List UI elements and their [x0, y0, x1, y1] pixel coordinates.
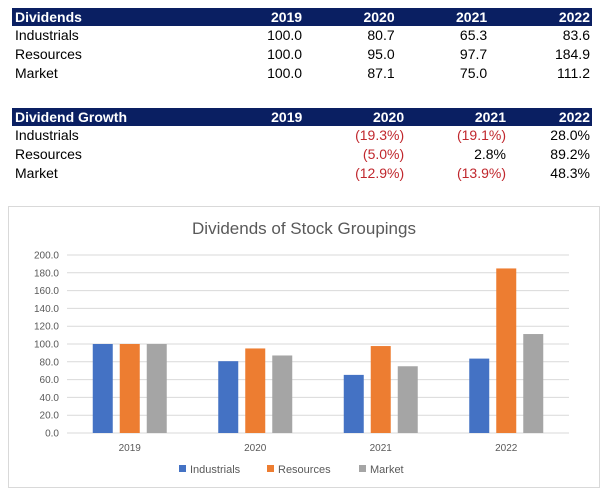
chart-svg: Dividends of Stock Groupings 0.0 20.0 40.0 6…	[34, 219, 569, 476]
table-cell: 97.7	[459, 46, 488, 62]
y-tick-label: 160.0	[34, 286, 59, 297]
bar-industrials	[92, 344, 113, 433]
table-cell: (13.9%)	[456, 165, 506, 181]
table-cell: 100.0	[267, 27, 303, 43]
table-row: Industrials 100.0 80.7 65.3 83.6	[12, 26, 592, 45]
dividends-chart: Dividends of Stock Groupings 0.0 20.0 40.0 6…	[8, 206, 600, 488]
header-cell: 2019	[236, 108, 305, 126]
header-cell: 2020	[304, 108, 407, 126]
table-cell: 100.0	[267, 46, 303, 62]
table-cell: (12.9%)	[355, 165, 405, 181]
row-label: Resources	[15, 46, 82, 62]
row-label: Industrials	[15, 27, 79, 43]
row-label: Market	[15, 65, 58, 81]
legend-label: Market	[370, 464, 404, 476]
table-cell	[237, 164, 305, 183]
y-tick-label: 60.0	[40, 375, 60, 386]
y-tick-label: 20.0	[40, 411, 60, 422]
legend-label: Resources	[278, 464, 331, 476]
table-row: Industrials (19.3%) (19.1%) 28.0%	[12, 126, 592, 145]
y-tick-label: 40.0	[40, 393, 60, 404]
y-tick-label: 140.0	[34, 304, 59, 315]
header-cell: 2022	[508, 108, 592, 126]
table-row: Market 100.0 87.1 75.0 111.2	[12, 64, 592, 83]
growth-header-row: Dividend Growth 2019 2020 2021 2022	[12, 108, 592, 126]
table-row: Market (12.9%) (13.9%) 48.3%	[12, 164, 592, 183]
table-row: Resources 100.0 95.0 97.7 184.9	[12, 45, 592, 64]
header-cell: Dividends	[12, 8, 202, 26]
legend-swatch	[267, 465, 274, 472]
table-cell	[237, 126, 305, 145]
y-tick-label: 180.0	[34, 268, 59, 279]
x-tick-label: 2022	[495, 443, 518, 454]
chart-title: Dividends of Stock Groupings	[192, 219, 416, 238]
row-label: Resources	[15, 146, 82, 162]
table-cell: 89.2%	[550, 146, 590, 162]
table-cell: 83.6	[562, 27, 590, 43]
bar-industrials	[469, 358, 490, 433]
dividend-growth-table: Dividend Growth 2019 2020 2021 2022 Indu…	[12, 108, 592, 183]
x-tick-label: 2019	[119, 443, 142, 454]
table-row: Resources (5.0%) 2.8% 89.2%	[12, 145, 592, 164]
table-cell: 111.2	[557, 65, 590, 81]
row-label: Industrials	[15, 127, 79, 143]
bar-market	[146, 344, 167, 433]
y-tick-label: 100.0	[34, 340, 59, 351]
x-tick-label: 2021	[370, 443, 393, 454]
bar-resources	[370, 346, 391, 433]
table-cell: 184.9	[554, 46, 590, 62]
table-cell: 28.0%	[550, 127, 590, 143]
bar-resources	[496, 268, 517, 433]
table-cell: 100.0	[267, 65, 303, 81]
bar-market	[272, 355, 293, 433]
legend-swatch	[359, 465, 366, 472]
bar-resources	[119, 344, 140, 433]
table-cell: 65.3	[459, 27, 488, 43]
x-tick-label: 2020	[244, 443, 267, 454]
table-cell: 80.7	[367, 27, 395, 43]
header-cell: 2021	[396, 8, 490, 26]
table-cell: (19.1%)	[456, 127, 506, 143]
table-cell: 87.1	[367, 65, 395, 81]
bar-industrials	[343, 374, 364, 433]
header-cell: 2022	[489, 8, 592, 26]
table-cell: (19.3%)	[355, 127, 405, 143]
row-label: Market	[15, 165, 58, 181]
header-cell: Dividend Growth	[12, 108, 237, 126]
table-cell: (5.0%)	[362, 146, 405, 162]
header-cell: 2021	[406, 108, 508, 126]
y-tick-label: 0.0	[45, 429, 59, 440]
bar-industrials	[218, 361, 239, 433]
dividends-header-row: Dividends 2019 2020 2021 2022	[12, 8, 592, 26]
y-tick-label: 80.0	[40, 357, 60, 368]
y-tick-label: 120.0	[34, 322, 59, 333]
table-cell: 2.8%	[474, 146, 506, 162]
legend-label: Industrials	[190, 464, 241, 476]
table-cell: 75.0	[459, 65, 488, 81]
bar-resources	[245, 348, 266, 433]
header-cell: 2020	[304, 8, 397, 26]
dividends-table: Dividends 2019 2020 2021 2022 Industrial…	[12, 8, 592, 83]
header-cell: 2019	[201, 8, 305, 26]
legend-swatch	[179, 465, 186, 472]
bar-market	[523, 334, 544, 433]
table-cell	[237, 145, 305, 164]
bar-market	[397, 366, 418, 433]
y-tick-label: 200.0	[34, 251, 59, 262]
table-cell: 48.3%	[550, 165, 590, 181]
table-cell: 95.0	[367, 46, 395, 62]
